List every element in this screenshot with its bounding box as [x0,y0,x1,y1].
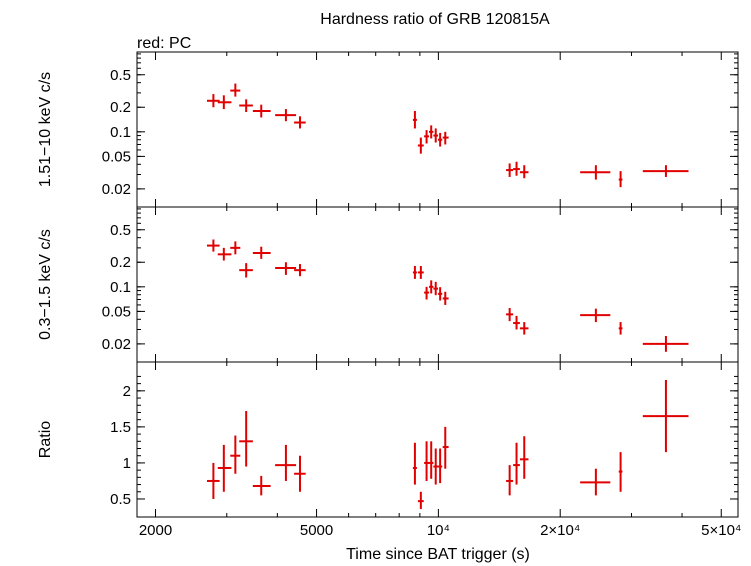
y-axis-label-ratio: Ratio [37,421,54,458]
chart-subtitle: red: PC [137,35,191,52]
x-tick-label: 5×10⁴ [701,522,741,539]
data-point [217,95,232,110]
data-point [642,165,689,177]
data-point [412,442,417,485]
data-point [513,442,520,485]
data-point [294,116,306,129]
panel-frame [136,51,739,208]
data-point [230,435,241,474]
data-point [206,94,220,108]
y-tick-label: 0.5 [110,222,131,239]
data-point [506,308,514,322]
data-point [206,462,220,499]
data-point [417,137,424,154]
y-tick-label: 0.02 [102,336,131,353]
y-tick-label: 1 [123,455,131,472]
data-point [294,264,306,277]
data-point [506,465,514,496]
data-point [519,436,529,479]
y-tick-label: 0.5 [110,67,131,84]
panel-frame [136,361,739,518]
data-point [417,491,424,510]
data-point [513,315,520,330]
data-point [428,125,434,139]
data-point [252,475,271,496]
data-point [642,380,689,453]
data-point [580,308,611,323]
panel-ratio: 2 1.5 1 0.5 Ratio 2000 5000 10⁴ 2×10⁴ 5×10⁴ [37,361,741,539]
y-axis-label-hard: 1.51−10 keV c/s [37,72,54,187]
panel-soft-band: 0.5 0.2 0.1 0.05 0.02 0.3−1.5 keV c/s [37,206,739,363]
data-point [252,246,271,259]
data-point [417,265,424,279]
data-point [239,411,253,467]
data-point [428,441,434,479]
y-axis-label-soft: 0.3−1.5 keV c/s [37,229,54,340]
data-point [424,130,429,144]
data-point [442,426,449,469]
data-point [438,132,443,147]
data-point [433,281,439,296]
data-point [438,448,443,484]
x-tick-label: 2000 [139,522,172,539]
y-tick-label: 0.05 [102,148,131,165]
data-point [424,441,429,481]
data-point [506,163,514,177]
data-point [217,444,232,492]
data-point [580,468,611,496]
data-point [275,444,297,481]
data-point [206,239,220,252]
x-axis-label: Time since BAT trigger (s) [346,546,530,563]
data-point [618,171,623,188]
data-point [618,322,623,335]
data-point [239,263,253,278]
data-point [438,287,443,301]
data-point [217,247,232,261]
panel-hard-band: 0.5 0.2 0.1 0.05 0.02 1.51−10 keV c/s [37,51,739,208]
data-point [412,265,417,279]
data-point [513,161,520,176]
y-tick-label: 0.1 [110,124,131,141]
data-point [519,165,529,179]
data-point [275,109,297,122]
data-point [412,110,417,129]
y-tick-label: 2 [123,383,131,400]
data-point [580,165,611,180]
x-tick-label: 5000 [300,522,333,539]
panel-frame [136,206,739,363]
data-point [239,99,253,112]
data-point [275,262,297,275]
data-point [424,286,429,300]
y-tick-label: 0.02 [102,181,131,198]
y-tick-label: 1.5 [110,419,131,436]
data-point [230,241,241,255]
chart-title: Hardness ratio of GRB 120815A [320,11,550,28]
y-tick-label: 0.1 [110,279,131,296]
x-tick-label: 10⁴ [427,522,450,539]
data-point [642,335,689,352]
y-tick-label: 0.5 [110,491,131,508]
data-point [618,452,623,492]
data-point [442,291,449,305]
data-point [442,131,449,145]
data-point [230,83,241,97]
x-tick-label: 2×10⁴ [540,522,580,539]
data-point [428,280,434,294]
data-point [433,128,439,143]
data-point [519,322,529,335]
y-tick-label: 0.05 [102,303,131,320]
data-point [252,104,271,118]
data-point [433,448,439,485]
y-tick-label: 0.2 [110,99,131,116]
y-tick-label: 0.2 [110,254,131,271]
data-point [294,455,306,492]
